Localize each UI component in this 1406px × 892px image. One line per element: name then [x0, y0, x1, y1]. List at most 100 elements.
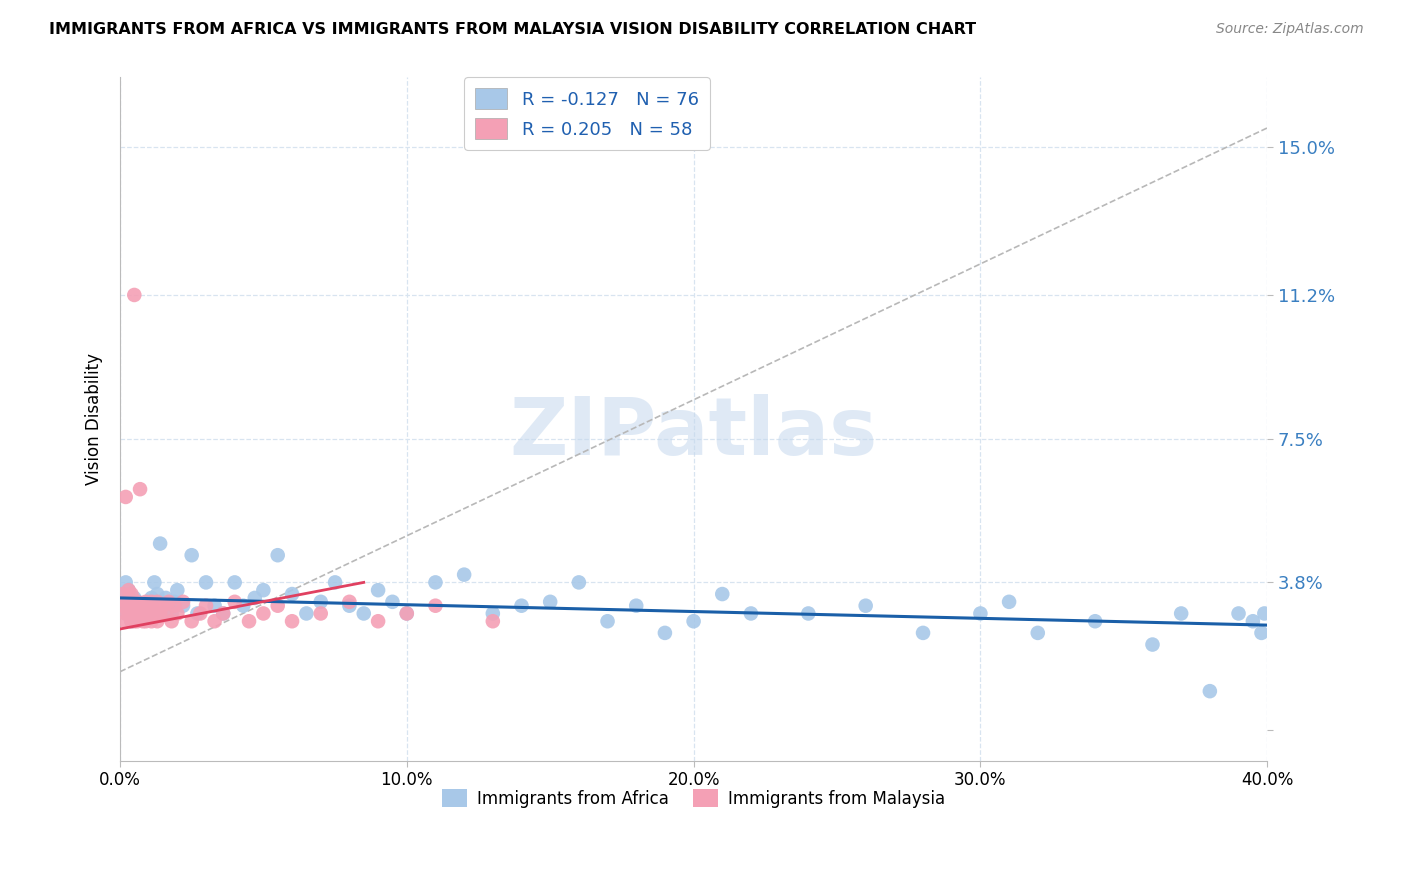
Point — [281, 614, 304, 628]
Point — [395, 607, 418, 621]
Point — [1241, 614, 1264, 628]
Point — [135, 595, 157, 609]
Point — [127, 595, 149, 609]
Point — [425, 599, 447, 613]
Point — [135, 614, 157, 628]
Point — [912, 626, 935, 640]
Point — [124, 607, 146, 621]
Text: ZIPatlas: ZIPatlas — [509, 394, 877, 472]
Point — [127, 607, 149, 621]
Point — [132, 607, 155, 621]
Point — [163, 599, 186, 613]
Point — [127, 595, 149, 609]
Point — [172, 599, 194, 613]
Point — [1253, 607, 1275, 621]
Point — [381, 595, 404, 609]
Point — [232, 599, 254, 613]
Point — [367, 583, 389, 598]
Point — [482, 614, 505, 628]
Point — [172, 595, 194, 609]
Point — [129, 482, 152, 496]
Point — [114, 607, 136, 621]
Text: IMMIGRANTS FROM AFRICA VS IMMIGRANTS FROM MALAYSIA VISION DISABILITY CORRELATION: IMMIGRANTS FROM AFRICA VS IMMIGRANTS FRO… — [49, 22, 976, 37]
Point — [114, 614, 136, 628]
Point — [149, 536, 172, 550]
Point — [163, 595, 186, 609]
Legend: Immigrants from Africa, Immigrants from Malaysia: Immigrants from Africa, Immigrants from … — [434, 783, 952, 814]
Point — [309, 595, 332, 609]
Point — [166, 607, 188, 621]
Point — [152, 599, 174, 613]
Point — [127, 607, 149, 621]
Point — [969, 607, 991, 621]
Point — [711, 587, 734, 601]
Point — [295, 607, 318, 621]
Point — [1142, 638, 1164, 652]
Point — [138, 595, 160, 609]
Point — [212, 607, 235, 621]
Point — [538, 595, 561, 609]
Point — [682, 614, 704, 628]
Point — [143, 607, 166, 621]
Point — [510, 599, 533, 613]
Point — [135, 602, 157, 616]
Point — [596, 614, 619, 628]
Point — [120, 587, 142, 601]
Point — [367, 614, 389, 628]
Point — [267, 599, 290, 613]
Point — [155, 591, 177, 605]
Point — [114, 490, 136, 504]
Point — [149, 607, 172, 621]
Point — [141, 599, 163, 613]
Point — [143, 599, 166, 613]
Point — [195, 599, 218, 613]
Point — [425, 575, 447, 590]
Point — [155, 607, 177, 621]
Point — [1198, 684, 1220, 698]
Point — [353, 607, 375, 621]
Point — [120, 595, 142, 609]
Point — [238, 614, 260, 628]
Point — [124, 591, 146, 605]
Point — [114, 575, 136, 590]
Point — [135, 607, 157, 621]
Point — [224, 575, 246, 590]
Point — [129, 607, 152, 621]
Point — [138, 607, 160, 621]
Point — [132, 599, 155, 613]
Point — [129, 599, 152, 613]
Point — [395, 607, 418, 621]
Point — [124, 599, 146, 613]
Point — [797, 607, 820, 621]
Point — [855, 599, 877, 613]
Point — [180, 548, 202, 562]
Point — [124, 614, 146, 628]
Point — [127, 614, 149, 628]
Point — [1084, 614, 1107, 628]
Point — [1170, 607, 1192, 621]
Point — [117, 583, 139, 598]
Point — [146, 587, 169, 601]
Point — [740, 607, 762, 621]
Point — [138, 599, 160, 613]
Point — [114, 595, 136, 609]
Point — [132, 614, 155, 628]
Point — [143, 575, 166, 590]
Point — [129, 610, 152, 624]
Point — [568, 575, 591, 590]
Point — [309, 607, 332, 621]
Point — [129, 599, 152, 613]
Point — [998, 595, 1021, 609]
Point — [252, 607, 274, 621]
Point — [152, 607, 174, 621]
Point — [204, 614, 226, 628]
Point — [267, 548, 290, 562]
Point — [157, 595, 180, 609]
Point — [114, 607, 136, 621]
Point — [180, 614, 202, 628]
Point — [252, 583, 274, 598]
Point — [224, 595, 246, 609]
Point — [1026, 626, 1049, 640]
Point — [117, 607, 139, 621]
Point — [160, 607, 183, 621]
